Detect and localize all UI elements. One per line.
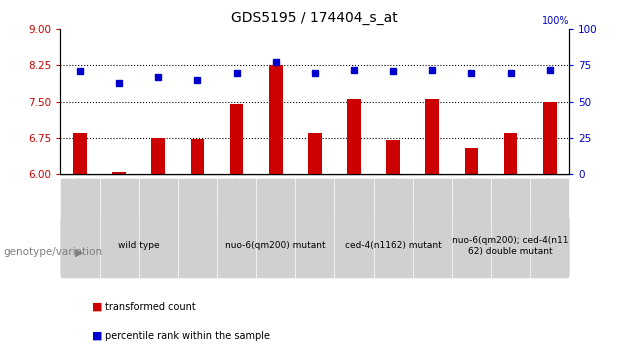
Bar [425, 99, 439, 174]
FancyBboxPatch shape [178, 174, 217, 176]
FancyBboxPatch shape [491, 174, 530, 176]
FancyBboxPatch shape [256, 174, 295, 176]
Text: nuo-6(qm200); ced-4(n11
62) double mutant: nuo-6(qm200); ced-4(n11 62) double mutan… [452, 236, 569, 256]
Text: ■: ■ [92, 302, 103, 312]
Bar [543, 102, 556, 174]
Bar [386, 140, 400, 174]
Text: transformed count: transformed count [105, 302, 196, 312]
Bar [191, 139, 204, 174]
FancyBboxPatch shape [100, 174, 139, 176]
Bar [230, 104, 244, 174]
Text: percentile rank within the sample: percentile rank within the sample [105, 331, 270, 341]
FancyBboxPatch shape [335, 174, 373, 176]
Text: genotype/variation: genotype/variation [3, 247, 102, 257]
Bar [504, 133, 517, 174]
Text: ▶: ▶ [75, 247, 83, 257]
FancyBboxPatch shape [295, 174, 335, 176]
Text: wild type: wild type [118, 241, 160, 250]
Bar [151, 138, 165, 174]
Bar [308, 133, 322, 174]
Text: nuo-6(qm200) mutant: nuo-6(qm200) mutant [225, 241, 326, 250]
Text: 100%: 100% [542, 16, 569, 26]
Text: ced-4(n1162) mutant: ced-4(n1162) mutant [345, 241, 441, 250]
FancyBboxPatch shape [413, 174, 452, 176]
Text: ■: ■ [92, 331, 103, 341]
FancyBboxPatch shape [60, 174, 100, 176]
Bar [269, 65, 282, 174]
FancyBboxPatch shape [217, 174, 256, 176]
FancyBboxPatch shape [530, 174, 569, 176]
FancyBboxPatch shape [452, 174, 491, 176]
FancyBboxPatch shape [139, 174, 178, 176]
Bar [73, 133, 87, 174]
Title: GDS5195 / 174404_s_at: GDS5195 / 174404_s_at [232, 11, 398, 25]
Bar [464, 148, 478, 174]
Bar [347, 99, 361, 174]
FancyBboxPatch shape [373, 174, 413, 176]
Bar [113, 172, 126, 174]
